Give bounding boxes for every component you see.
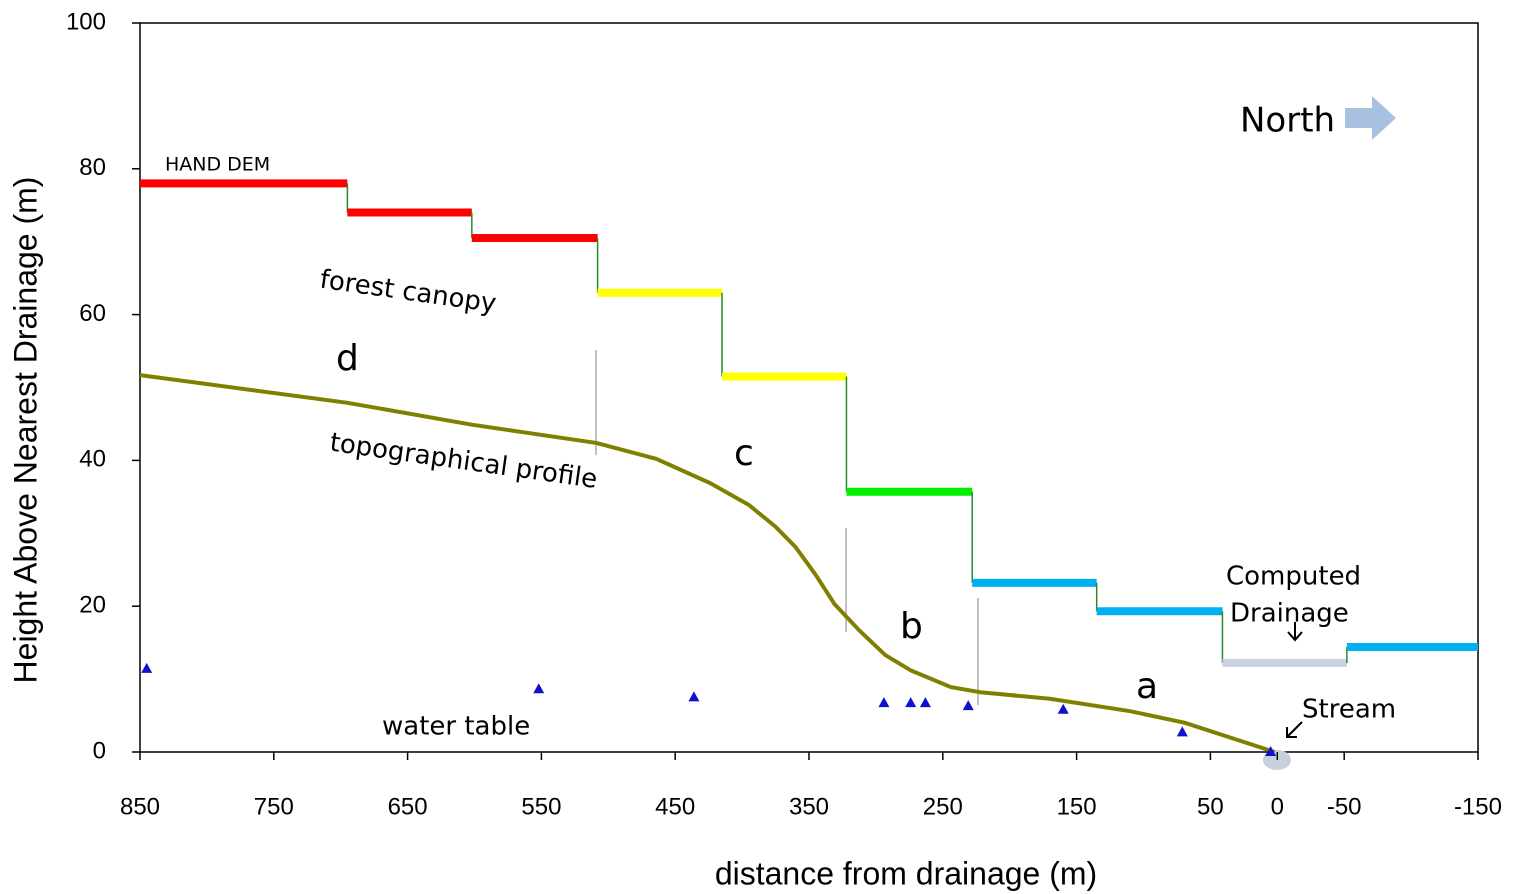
water-table-point [919,697,931,708]
annotation: d [336,338,359,379]
annotation: North [1240,101,1335,141]
x-tick-label: 150 [1057,793,1097,820]
north-arrow [1345,96,1396,140]
water-table-point [1176,726,1188,737]
x-tick-label: 550 [521,793,561,820]
x-tick-label: 750 [254,793,294,820]
water-table-point [905,697,917,708]
hand-dem-label: HAND DEM [165,154,270,176]
x-tick-label: 0 [1271,793,1284,820]
y-tick-label: 100 [66,8,106,35]
y-axis-label: Height Above Nearest Drainage (m) [7,177,43,684]
y-tick-label: 60 [79,300,106,327]
x-tick-label: 250 [923,793,963,820]
y-tick-label: 80 [79,154,106,181]
water-table-point [533,683,545,694]
annotation: a [1136,666,1158,707]
x-tick-label: 650 [388,793,428,820]
annotation: c [734,433,754,474]
x-tick-label: -50 [1327,793,1362,820]
stream-arrow [1286,721,1303,738]
annotation: b [900,606,923,647]
profile-line [139,373,1276,754]
x-tick-label: 350 [789,793,829,820]
x-axis-label: distance from drainage (m) [715,855,1097,891]
x-tick-label: 450 [655,793,695,820]
x-tick-label: -150 [1454,793,1502,820]
annotation: forest canopy [318,265,498,319]
y-tick-label: 40 [79,446,106,473]
annotation: Drainage [1230,599,1349,629]
y-tick-label: 20 [79,592,106,619]
water-table-point [962,700,974,711]
x-tick-label: 850 [120,793,160,820]
water-table-point [141,662,153,673]
water-table-point [1057,703,1069,714]
annotation: Computed [1226,562,1361,592]
annotation: Stream [1302,695,1396,725]
water-table-label: water table [382,712,530,742]
water-table-point [1265,746,1277,756]
x-tick-label: 50 [1197,793,1224,820]
drainage-arrow [1287,622,1303,642]
water-table-point [688,691,700,702]
y-tick-label: 0 [93,737,106,764]
water-table-point [878,697,890,708]
